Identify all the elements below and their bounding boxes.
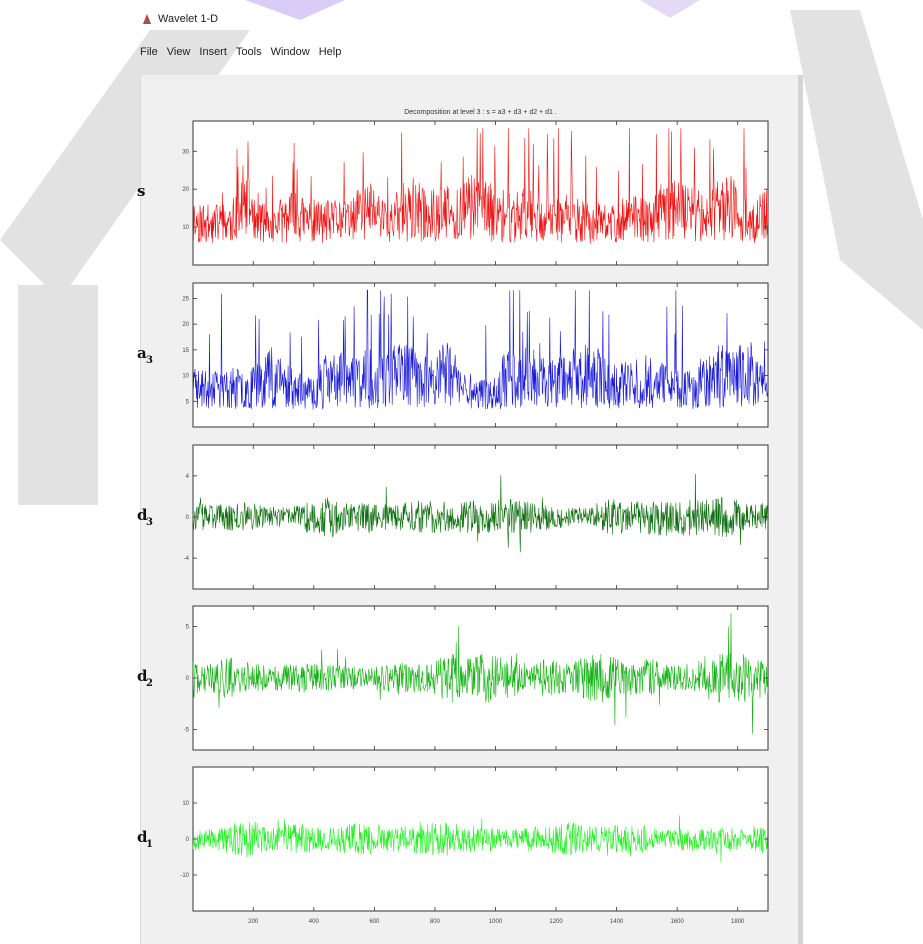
panel-label-subscript: 3 [146,355,153,366]
panel-3: -5 0 5 d2 [137,605,769,751]
panel-label-subscript: 3 [146,517,153,528]
window-titlebar: Wavelet 1-D [142,8,218,30]
y-tick-label: 20 [182,187,189,193]
watermark-purple-shape [245,0,345,20]
panel-label: s [137,182,145,200]
x-tick-label: 800 [430,919,441,925]
series-line [192,289,769,410]
y-tick-label: 5 [186,399,190,405]
x-tick-label: 1400 [610,919,624,925]
panel-axes-box [192,282,769,428]
window-title: Wavelet 1-D [158,13,219,25]
panel-2: -4 0 4 d3 [137,444,769,590]
menu-help[interactable]: Help [318,46,342,58]
series-line [192,613,769,734]
panel-label-subscript: 1 [146,839,153,850]
y-tick-label: 4 [186,474,190,480]
y-tick-label: -10 [180,873,189,879]
x-tick-label: 600 [369,919,380,925]
menu-insert[interactable]: Insert [199,46,227,58]
y-tick-label: 10 [182,801,189,807]
panel-label: d [137,667,148,685]
menu-bar: File View Insert Tools Window Help [140,46,341,66]
series-line [192,473,769,553]
panel-label-subscript: 2 [146,678,153,689]
y-tick-label: -5 [184,727,190,733]
y-tick-label: 20 [182,322,189,328]
x-tick-label: 1200 [549,919,563,925]
panel-1: 5 10 15 20 25 a 3 [137,282,769,428]
series-line [192,815,769,863]
y-tick-label: 30 [182,149,189,155]
y-tick-label: -4 [184,556,190,562]
y-tick-label: 0 [186,837,190,843]
series-line [192,128,769,244]
x-tick-label: 400 [309,919,320,925]
x-tick-label: 1600 [670,919,684,925]
watermark-right-chevron [790,10,923,330]
y-tick-label: 0 [186,676,190,682]
x-tick-label: 1000 [489,919,503,925]
panel-label: d [137,828,148,846]
panel-0: 10 20 30 s [137,120,769,266]
matlab-app-icon [143,14,151,24]
menu-file[interactable]: File [140,46,158,58]
menu-window[interactable]: Window [270,46,310,58]
y-tick-label: 15 [182,348,189,354]
panel-label: a [137,344,147,362]
y-tick-label: 10 [182,225,189,231]
window-right-edge [798,75,803,944]
panel-label: d [137,506,148,524]
panel-axes-box [192,605,769,751]
menu-view[interactable]: View [166,46,191,58]
y-tick-label: 25 [182,296,189,302]
x-tick-label: 1800 [731,919,745,925]
chart-title: Decomposition at level 3 : s = a3 + d3 +… [404,109,557,116]
watermark-left-block [18,285,98,505]
menu-tools[interactable]: Tools [235,46,262,58]
y-tick-label: 5 [186,625,190,631]
y-tick-label: 10 [182,374,189,380]
watermark-purple-shape-right [640,0,700,18]
y-tick-label: 0 [186,515,190,521]
x-tick-label: 200 [248,919,259,925]
